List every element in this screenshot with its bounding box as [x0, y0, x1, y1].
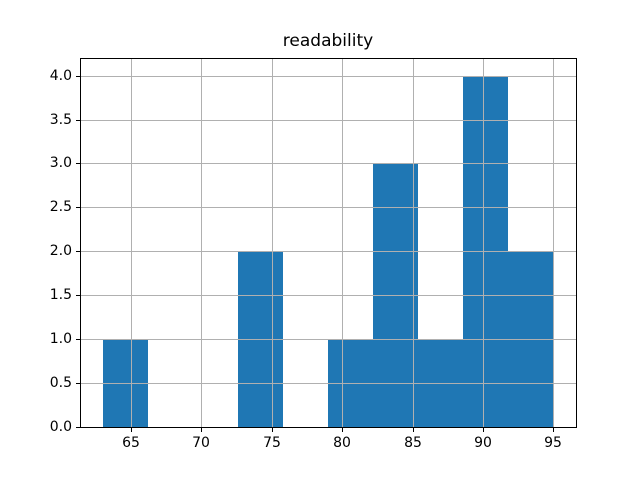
x-tick: [483, 428, 484, 432]
x-tick: [553, 428, 554, 432]
gridline-y: [80, 251, 576, 252]
gridline-x: [483, 58, 484, 427]
y-tick-label: 1.5: [49, 287, 72, 303]
y-tick-label: 2.5: [49, 199, 72, 215]
y-tick-label: 0.0: [49, 419, 72, 435]
gridline-y: [80, 163, 576, 164]
plot-area: [80, 58, 576, 428]
y-tick: [76, 76, 80, 77]
gridline-y: [80, 295, 576, 296]
y-tick: [76, 251, 80, 252]
axis-spine-bottom: [80, 427, 577, 428]
y-tick: [76, 383, 80, 384]
x-tick: [342, 428, 343, 432]
gridline-x: [201, 58, 202, 427]
x-tick: [272, 428, 273, 432]
axis-spine-left: [80, 58, 81, 428]
y-tick: [76, 295, 80, 296]
x-tick-label: 70: [192, 435, 210, 451]
y-tick-label: 4.0: [49, 68, 72, 84]
y-tick: [76, 163, 80, 164]
gridline-y: [80, 339, 576, 340]
y-tick: [76, 427, 80, 428]
x-tick-label: 65: [122, 435, 140, 451]
y-tick-label: 3.5: [49, 112, 72, 128]
x-tick: [131, 428, 132, 432]
chart-title: readability: [282, 31, 374, 51]
axis-spine-top: [80, 58, 577, 59]
x-tick-label: 75: [263, 435, 281, 451]
gridline-x: [342, 58, 343, 427]
y-tick-label: 1.0: [49, 331, 72, 347]
y-tick-label: 2.0: [49, 243, 72, 259]
gridline-x: [131, 58, 132, 427]
y-tick: [76, 339, 80, 340]
y-tick: [76, 207, 80, 208]
axis-spine-right: [576, 58, 577, 428]
gridline-x: [272, 58, 273, 427]
x-tick: [413, 428, 414, 432]
y-tick-label: 3.0: [49, 155, 72, 171]
x-tick-label: 90: [474, 435, 492, 451]
y-tick: [76, 120, 80, 121]
gridline-y: [80, 120, 576, 121]
x-tick: [201, 428, 202, 432]
gridline-y: [80, 383, 576, 384]
gridline-y: [80, 76, 576, 77]
x-tick-label: 80: [333, 435, 351, 451]
gridline-x: [553, 58, 554, 427]
x-tick-label: 95: [544, 435, 562, 451]
x-tick-label: 85: [404, 435, 422, 451]
gridline-x: [413, 58, 414, 427]
y-tick-label: 0.5: [49, 375, 72, 391]
gridline-y: [80, 207, 576, 208]
